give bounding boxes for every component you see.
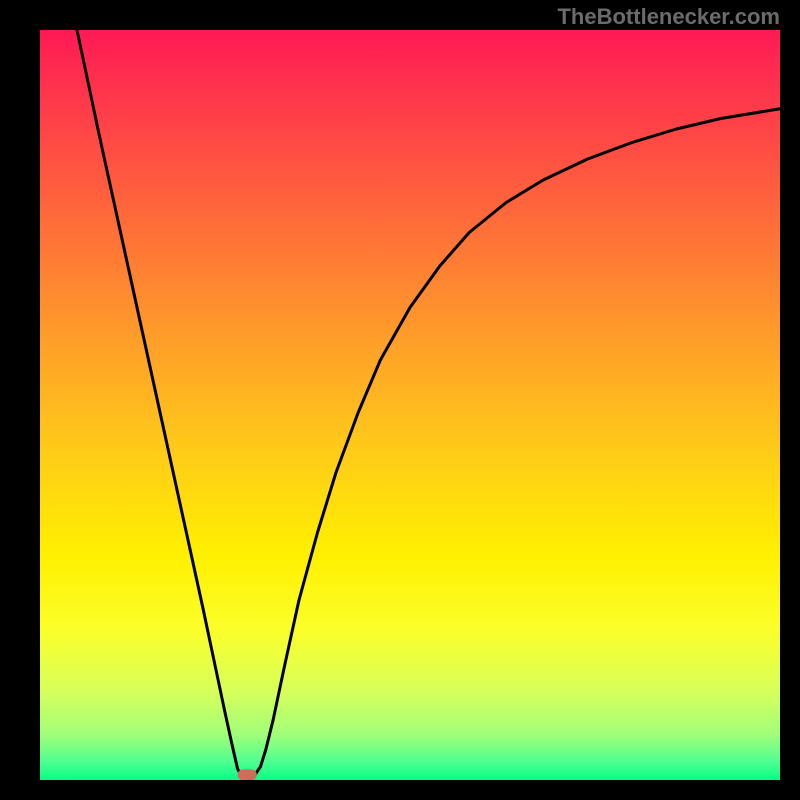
chart-frame: TheBottlenecker.com — [0, 0, 800, 800]
plot-area — [40, 30, 780, 780]
gradient-background — [40, 30, 780, 780]
watermark-text: TheBottlenecker.com — [557, 4, 780, 30]
optimum-marker — [238, 770, 257, 781]
